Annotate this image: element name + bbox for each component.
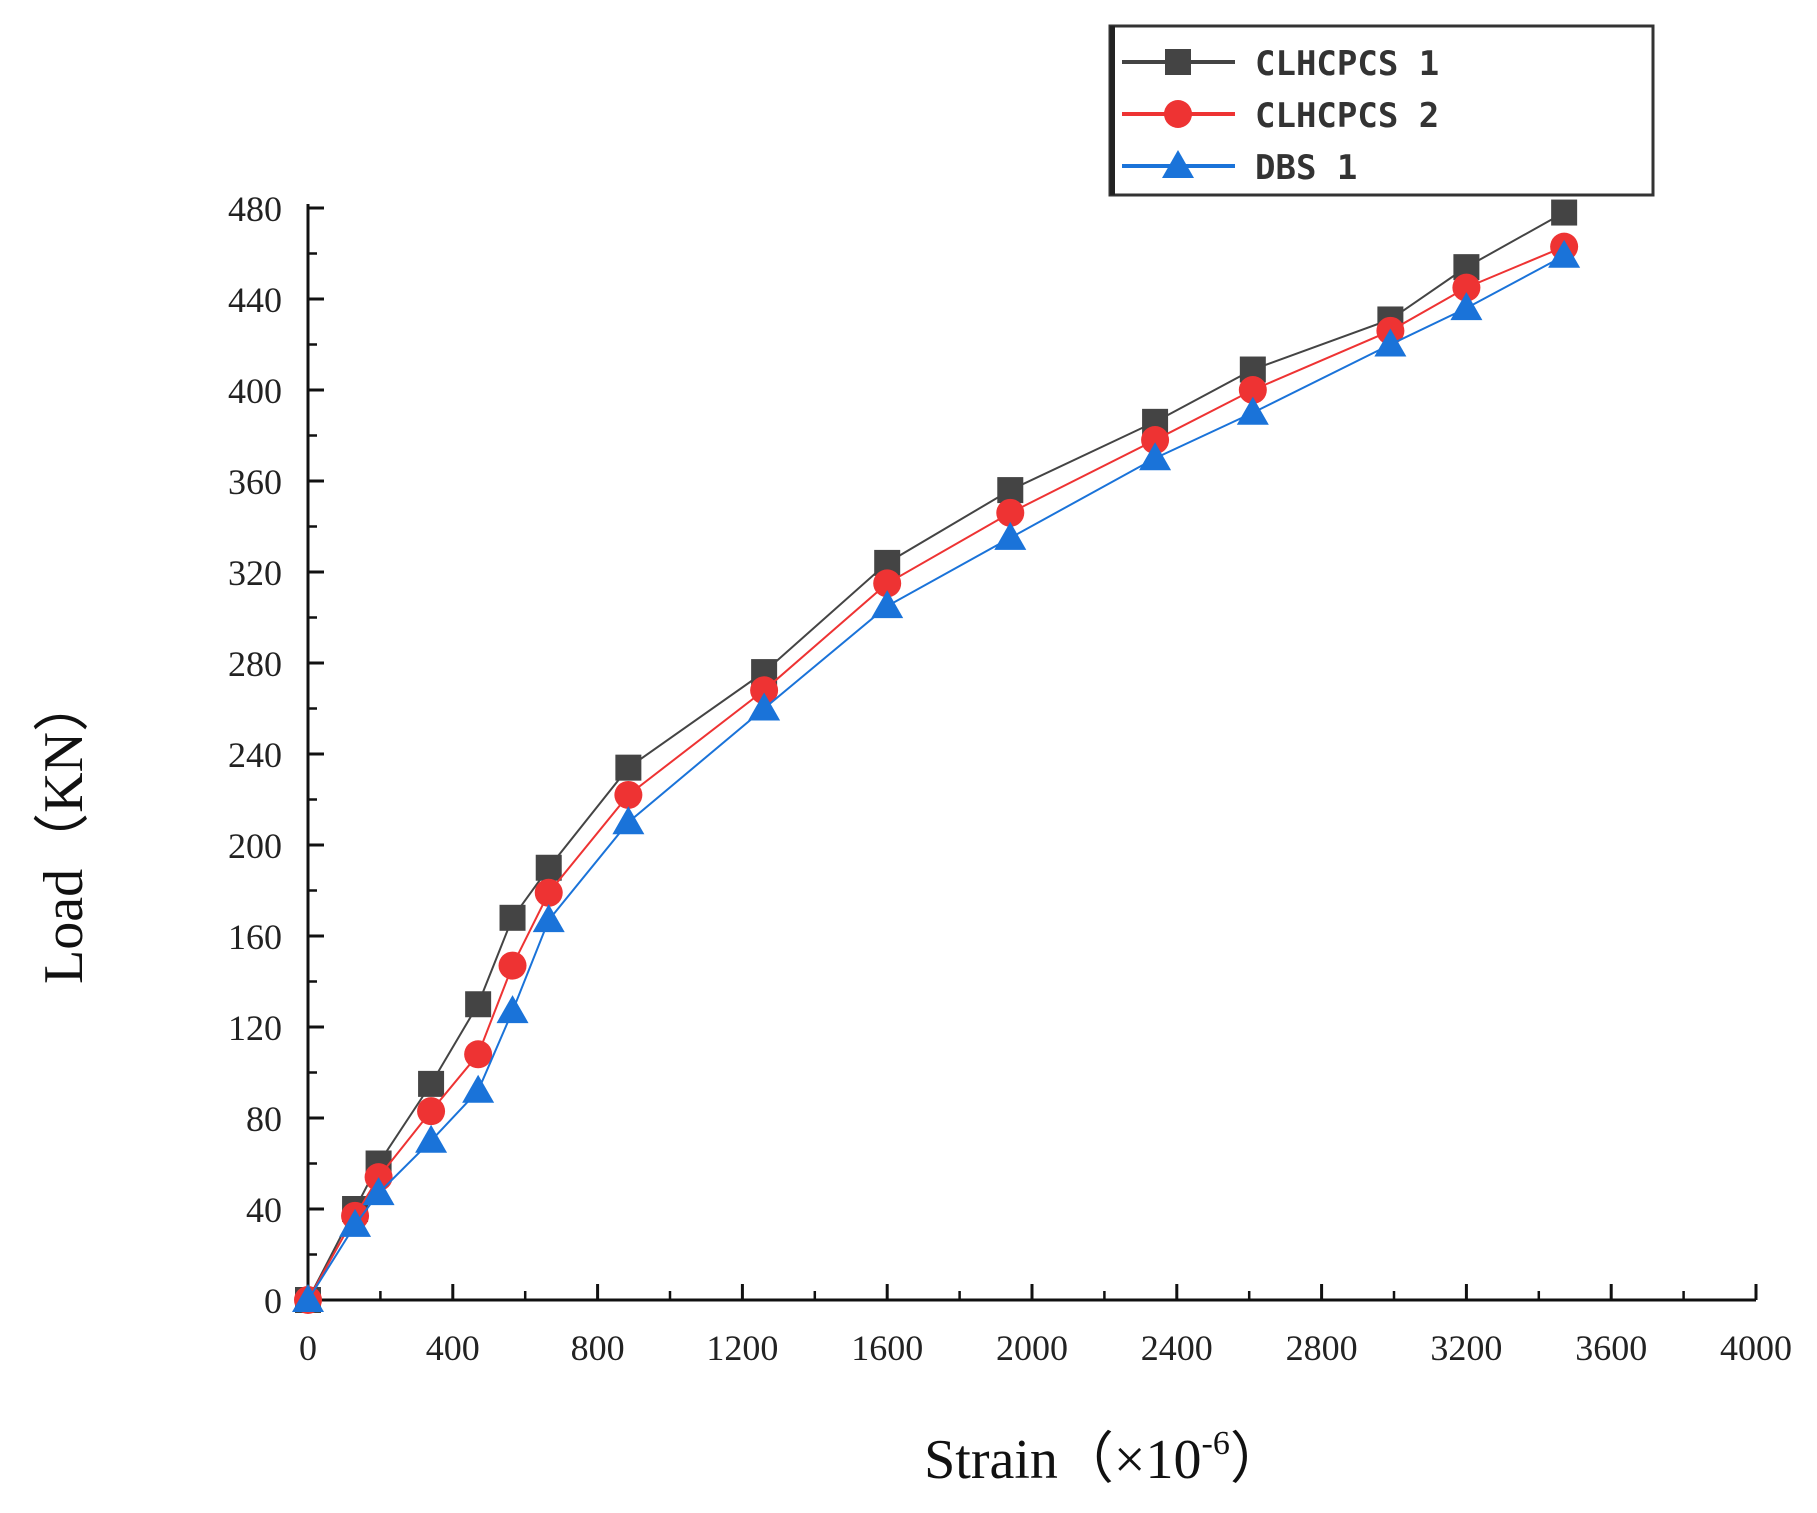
x-tick-label: 2400: [1141, 1328, 1213, 1368]
data-point: [1236, 396, 1269, 425]
y-tick-label: 280: [228, 644, 282, 684]
legend-marker: [1162, 150, 1194, 178]
y-tick-label: 320: [228, 553, 282, 593]
data-point: [997, 477, 1024, 504]
legend-items: CLHCPCS 1 CLHCPCS 2 DBS 1: [1122, 44, 1439, 188]
legend-label: CLHCPCS 2: [1255, 96, 1439, 136]
x-tick-label: 1600: [851, 1328, 923, 1368]
legend-marker: [1164, 100, 1192, 128]
data-point: [499, 904, 526, 931]
data-point: [362, 1177, 395, 1206]
y-tick-label: 240: [228, 735, 282, 775]
series-line: [307, 254, 1565, 1301]
data-point: [532, 904, 565, 933]
series-2: [294, 232, 1579, 1314]
x-tick-label: 2000: [996, 1328, 1068, 1368]
x-tick-label: 800: [571, 1328, 625, 1368]
series-3: [292, 239, 1581, 1312]
y-tick-label: 0: [264, 1281, 282, 1321]
data-point: [614, 780, 643, 809]
data-point: [464, 1040, 493, 1069]
legend-label: DBS 1: [1255, 148, 1357, 188]
y-tick-label: 400: [228, 371, 282, 411]
data-point: [498, 951, 527, 980]
x-axis-title: Strain（×10-6）: [924, 1425, 1286, 1491]
x-axis-title-main: Strain（×10: [924, 1429, 1201, 1491]
x-tick-label: 3200: [1430, 1328, 1502, 1368]
y-tick-label: 360: [228, 462, 282, 502]
y-tick-label: 480: [228, 189, 282, 229]
data-point: [748, 692, 781, 721]
data-point: [1551, 199, 1578, 226]
data-point: [1450, 292, 1483, 321]
data-point: [873, 569, 902, 598]
ticks: 0 400 800 1200 1600 2000 2400 2800 3200 3600 4000 0…: [228, 189, 1792, 1368]
data-point: [1141, 426, 1170, 455]
x-tick-label: 2800: [1286, 1328, 1358, 1368]
data-point: [1452, 273, 1481, 302]
y-axis-title: Load（KN）: [33, 676, 95, 984]
data-point: [462, 1074, 495, 1103]
data-point: [292, 1284, 324, 1312]
data-point: [1238, 376, 1267, 404]
data-point: [415, 1124, 448, 1153]
data-point: [496, 995, 529, 1024]
data-point: [1139, 442, 1172, 471]
y-tick-label: 120: [228, 1008, 282, 1048]
data-point: [417, 1097, 446, 1126]
legend-marker: [1165, 49, 1191, 75]
x-tick-label: 4000: [1720, 1328, 1792, 1368]
legend-box-edge: [1110, 26, 1115, 195]
data-point: [612, 806, 645, 835]
data-point: [996, 498, 1025, 527]
data-point: [535, 854, 562, 881]
y-tick-label: 40: [246, 1190, 282, 1230]
x-axis-title-close: ）: [1230, 1429, 1286, 1491]
series-line: [307, 245, 1565, 1301]
x-tick-label: 1200: [706, 1328, 778, 1368]
legend-label: CLHCPCS 1: [1255, 44, 1439, 84]
data-point: [615, 754, 642, 781]
series-1: [295, 199, 1578, 1313]
data-point: [418, 1070, 445, 1097]
y-tick-label: 440: [228, 280, 282, 320]
data-point: [339, 1208, 372, 1237]
x-axis-title-exponent: -6: [1202, 1425, 1230, 1462]
data-point: [465, 991, 492, 1018]
series-line: [307, 211, 1565, 1301]
y-tick-label: 200: [228, 826, 282, 866]
x-tick-label: 3600: [1575, 1328, 1647, 1368]
data-point: [534, 878, 563, 907]
y-tick-label: 160: [228, 917, 282, 957]
series-layer: [292, 199, 1581, 1314]
data-point: [871, 590, 904, 619]
axes: [306, 204, 1756, 1302]
data-point: [1374, 328, 1407, 357]
y-tick-label: 80: [246, 1099, 282, 1139]
x-tick-label: 0: [299, 1328, 317, 1368]
data-point: [750, 676, 779, 705]
data-point: [994, 521, 1027, 550]
x-tick-label: 400: [426, 1328, 480, 1368]
data-point: [1548, 239, 1581, 268]
